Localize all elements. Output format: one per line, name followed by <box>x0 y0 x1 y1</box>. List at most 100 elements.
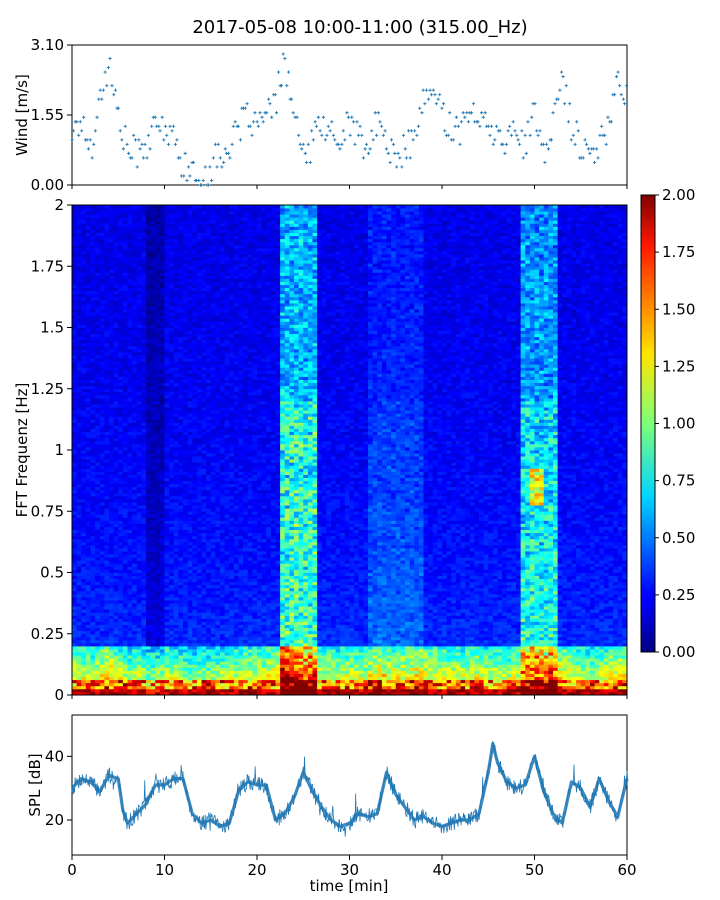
fft-cell <box>141 499 147 503</box>
fft-cell <box>201 676 207 681</box>
fft-cell <box>132 639 138 644</box>
fft-cell <box>146 587 152 592</box>
fft-cell <box>192 615 198 619</box>
fft-cell <box>99 324 105 328</box>
fft-cell <box>183 272 189 276</box>
fft-cell <box>113 456 119 460</box>
fft-cell <box>146 287 152 292</box>
fft-cell <box>164 208 170 212</box>
fft-cell <box>173 229 179 233</box>
fft-cell <box>178 425 184 429</box>
fft-cell <box>118 379 124 384</box>
fft-cell <box>72 333 78 338</box>
fft-cell <box>192 554 198 558</box>
fft-cell <box>122 593 128 598</box>
fft-cell <box>127 269 133 273</box>
fft-cell <box>95 691 101 696</box>
fft-cell <box>173 397 179 402</box>
fft-cell <box>196 462 202 466</box>
fft-cell <box>118 339 124 344</box>
fft-cell <box>113 254 119 258</box>
fft-cell <box>201 584 207 589</box>
fft-cell <box>141 600 147 604</box>
fft-cell <box>169 299 175 304</box>
fft-cell <box>192 275 198 279</box>
fft-cell <box>155 446 161 451</box>
fft-cell <box>159 691 165 696</box>
fft-cell <box>187 462 193 466</box>
fft-cell <box>201 477 207 482</box>
fft-cell <box>99 238 105 243</box>
fft-cell <box>178 489 184 494</box>
wind-point <box>113 88 118 92</box>
fft-cell <box>187 434 193 439</box>
wind-point <box>121 147 125 151</box>
fft-cell <box>81 538 87 543</box>
fft-cell <box>113 652 119 656</box>
fft-cell <box>192 664 198 668</box>
fft-cell <box>201 538 207 543</box>
fft-cell <box>90 364 96 368</box>
fft-cell <box>178 281 184 286</box>
fft-cell <box>192 682 198 687</box>
fft-cell <box>155 434 161 439</box>
fft-cell <box>90 333 96 338</box>
fft-cell <box>136 257 142 261</box>
fft-cell <box>85 312 91 316</box>
fft-cell <box>127 241 133 246</box>
fft-cell <box>146 397 152 402</box>
fft-cell <box>122 477 128 482</box>
fft-cell <box>173 581 179 586</box>
fft-cell <box>155 379 161 384</box>
fft-cell <box>90 587 96 592</box>
fft-cell <box>122 401 128 405</box>
fft-cell <box>178 649 184 653</box>
fft-cell <box>187 492 193 497</box>
fft-cell <box>122 214 128 218</box>
fft-cell <box>187 370 193 374</box>
fft-cell <box>159 299 165 304</box>
fft-cell <box>132 609 138 613</box>
fft-cell <box>183 208 189 212</box>
fft-cell <box>104 407 110 411</box>
fft-cell <box>150 495 156 500</box>
fft-cell <box>183 397 189 402</box>
fft-cell <box>155 437 161 442</box>
fft-cell <box>104 397 110 402</box>
fft-cell <box>72 450 78 454</box>
fft-cell <box>146 480 152 485</box>
fft-cell <box>95 422 101 426</box>
fft-cell <box>118 364 124 368</box>
fft-cell <box>136 661 142 665</box>
fft-cell <box>90 499 96 503</box>
fft-cell <box>95 296 101 301</box>
fft-cell <box>113 658 119 662</box>
fft-cell <box>201 652 207 656</box>
fft-cell <box>85 293 91 298</box>
fft-cell <box>90 404 96 408</box>
fft-cell <box>187 652 193 656</box>
fft-cell <box>122 471 128 475</box>
fft-cell <box>104 529 110 534</box>
fft-cell <box>141 376 147 380</box>
fft-cell <box>118 241 124 246</box>
fft-cell <box>201 597 207 601</box>
fft-cell <box>178 287 184 292</box>
fft-cell <box>173 247 179 252</box>
fft-cell <box>173 569 179 573</box>
fft-cell <box>81 247 87 252</box>
fft-cell <box>122 364 128 368</box>
fft-cell <box>136 370 142 374</box>
fft-cell <box>113 603 119 607</box>
fft-cell <box>155 499 161 503</box>
fft-cell <box>85 532 91 537</box>
fft-cell <box>132 407 138 411</box>
fft-cell <box>122 474 128 478</box>
fft-cell <box>159 428 165 433</box>
fft-cell <box>201 348 207 353</box>
fft-cell <box>155 404 161 408</box>
fft-cell <box>95 462 101 466</box>
fft-cell <box>104 652 110 656</box>
fft-cell <box>150 355 156 359</box>
fft-cell <box>85 633 91 638</box>
